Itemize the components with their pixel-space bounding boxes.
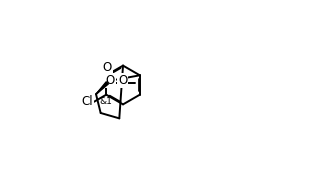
Text: Cl: Cl <box>81 95 93 108</box>
Polygon shape <box>96 82 109 94</box>
Text: &1: &1 <box>99 97 112 106</box>
Text: O: O <box>105 74 114 87</box>
Text: O: O <box>118 74 127 87</box>
Text: O: O <box>103 61 112 74</box>
